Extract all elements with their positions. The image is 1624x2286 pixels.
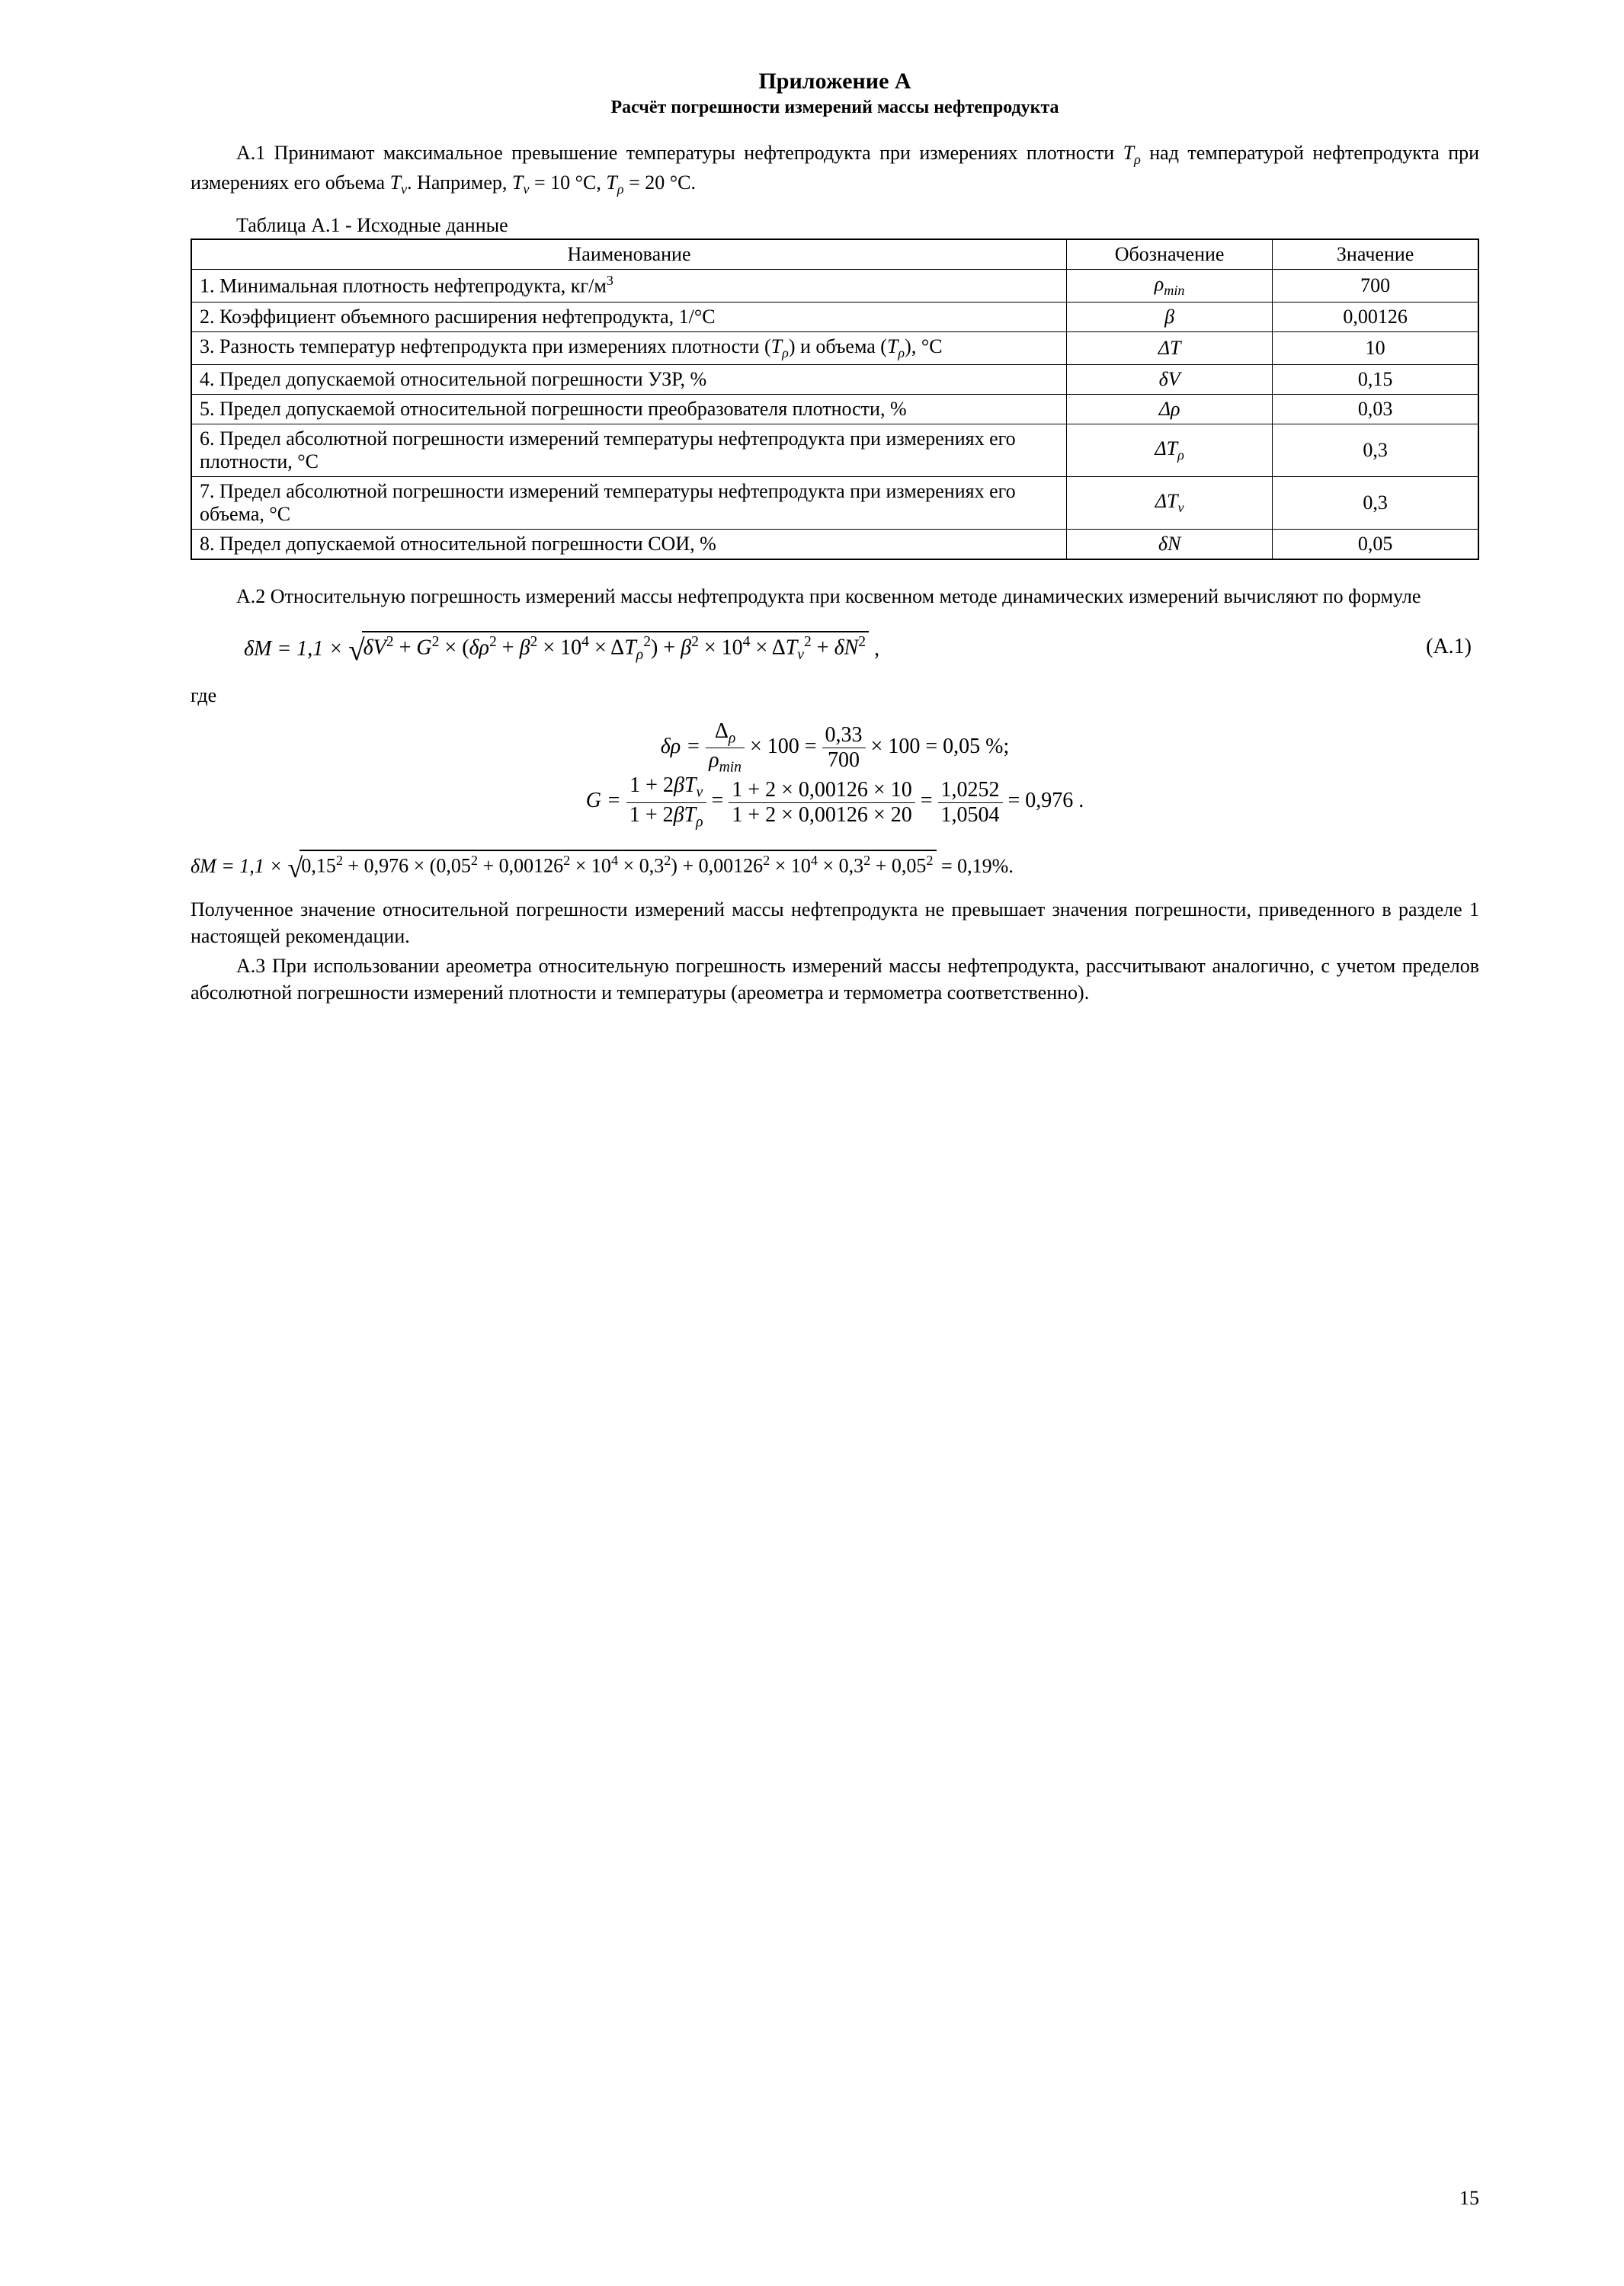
text: = 10 °C, [529,171,606,194]
col-name-header: Наименование [191,239,1067,270]
cell-value: 0,3 [1273,476,1478,529]
fraction-g2: 1 + 2 × 0,00126 × 10 1 + 2 × 0,00126 × 2… [729,780,915,826]
paragraph-a1: А.1 Принимают максимальное превышение те… [191,139,1479,199]
table-row: 5. Предел допускаемой относительной погр… [191,394,1478,424]
cell-name: 6. Предел абсолютной погрешности измерен… [191,424,1067,476]
formula-a1: δM = 1,1 × √ δV2 + G2 × (δρ2 + β2 × 104 … [191,631,1479,664]
radical-icon: √ [348,636,365,668]
text: = 0,976 . [1008,789,1084,812]
appendix-subtitle: Расчёт погрешности измерений массы нефте… [191,98,1479,118]
paragraph-a2: А.2 Относительную погрешность измерений … [191,583,1479,610]
formula-expression: δM = 1,1 × √ δV2 + G2 × (δρ2 + β2 × 104 … [244,631,879,664]
cell-name: 2. Коэффициент объемного расширения нефт… [191,302,1067,331]
cell-value: 0,05 [1273,529,1478,559]
cell-symbol: ρmin [1067,269,1273,302]
formula-lhs: δM = 1,1 × [244,637,343,661]
denominator: 1 + 2 × 0,00126 × 20 [729,802,915,826]
col-value-header: Значение [1273,239,1478,270]
cell-value: 0,3 [1273,424,1478,476]
cell-name: 1. Минимальная плотность нефтепродукта, … [191,269,1067,302]
cell-name: 5. Предел допускаемой относительной погр… [191,394,1067,424]
sqrt-expression: √ 0,152 + 0,976 × (0,052 + 0,001262 × 10… [287,850,936,878]
lhs: δρ = [661,735,706,758]
table-header-row: Наименование Обозначение Значение [191,239,1478,270]
symbol-T: T [606,171,617,194]
subscript-rho: ρ [617,181,624,197]
subscript-rho: ρ [1134,152,1141,167]
formula-number: (А.1) [1426,635,1472,659]
cell-symbol: ΔTρ [1067,424,1273,476]
cell-symbol: δV [1067,364,1273,394]
cell-name: 8. Предел допускаемой относительной погр… [191,529,1067,559]
table-caption: Таблица А.1 - Исходные данные [191,214,1479,237]
table-row: 8. Предел допускаемой относительной погр… [191,529,1478,559]
cell-symbol: δN [1067,529,1273,559]
appendix-title: Приложение А [191,69,1479,94]
numerator: 1,0252 [938,780,1003,802]
page-number: 15 [1459,2187,1479,2210]
numerator: 0,33 [822,725,866,748]
denominator: 1,0504 [938,802,1003,826]
cell-symbol: Δρ [1067,394,1273,424]
denominator: 700 [822,748,866,771]
fraction-g1: 1 + 2βTv 1 + 2βTρ [626,775,706,829]
cell-name: 3. Разность температур нефтепродукта при… [191,331,1067,364]
fraction-g3: 1,0252 1,0504 [938,780,1003,826]
numerator: 1 + 2 × 0,00126 × 10 [729,780,915,802]
text: = [921,789,938,812]
fraction-1: Δρ ρmin [706,721,745,775]
col-symbol-header: Обозначение [1067,239,1273,270]
sqrt-body: δV2 + G2 × (δρ2 + β2 × 104 × ΔTρ2) + β2 … [362,631,869,664]
text: × 100 = 0,05 %; [871,735,1010,758]
text: = 0,19%. [941,855,1014,877]
symbol-T: T [512,171,523,194]
table-row: 6. Предел абсолютной погрешности измерен… [191,424,1478,476]
radical-icon: √ [287,854,303,882]
cell-symbol: β [1067,302,1273,331]
cell-value: 700 [1273,269,1478,302]
sqrt-body: 0,152 + 0,976 × (0,052 + 0,001262 × 104 … [299,850,936,878]
text: . Например, [407,171,512,194]
subscript-v: v [401,181,407,197]
cell-value: 0,03 [1273,394,1478,424]
cell-symbol: ΔTv [1067,476,1273,529]
cell-value: 0,00126 [1273,302,1478,331]
cell-value: 10 [1273,331,1478,364]
denominator: 1 + 2βTρ [626,802,706,830]
paragraph-a3: А.3 При использовании ареометра относите… [191,952,1479,1006]
symbol-T: T [390,171,401,194]
paragraph-conclusion: Полученное значение относительной погреш… [191,896,1479,949]
table-row: 2. Коэффициент объемного расширения нефт… [191,302,1478,331]
delta-rho-calculation: δρ = Δρ ρmin × 100 = 0,33 700 × 100 = 0,… [191,721,1479,830]
initial-data-table: Наименование Обозначение Значение 1. Мин… [191,239,1479,560]
text: × 100 = [750,735,822,758]
table-row: 7. Предел абсолютной погрешности измерен… [191,476,1478,529]
text: А.1 Принимают максимальное превышение те… [236,142,1123,164]
denominator: ρmin [706,748,745,775]
numerator: 1 + 2βTv [626,775,706,802]
table-row: 4. Предел допускаемой относительной погр… [191,364,1478,394]
text: = 20 °C. [624,171,696,194]
table-row: 3. Разность температур нефтепродукта при… [191,331,1478,364]
sqrt-expression: √ δV2 + G2 × (δρ2 + β2 × 104 × ΔTρ2) + β… [348,631,869,664]
numerator: Δρ [706,721,745,748]
lhs: δM = 1,1 × [191,855,287,877]
cell-value: 0,15 [1273,364,1478,394]
symbol-T: T [1123,142,1134,164]
cell-name: 7. Предел абсолютной погрешности измерен… [191,476,1067,529]
delta-m-calculation: δM = 1,1 × √ 0,152 + 0,976 × (0,052 + 0,… [191,850,1479,878]
formula-tail: , [874,637,879,661]
table-row: 1. Минимальная плотность нефтепродукта, … [191,269,1478,302]
lhs: G = [586,789,626,812]
cell-symbol: ΔT [1067,331,1273,364]
fraction-2: 0,33 700 [822,725,866,771]
text: = [712,789,729,812]
cell-name: 4. Предел допускаемой относительной погр… [191,364,1067,394]
gde-label: где [191,682,1479,709]
